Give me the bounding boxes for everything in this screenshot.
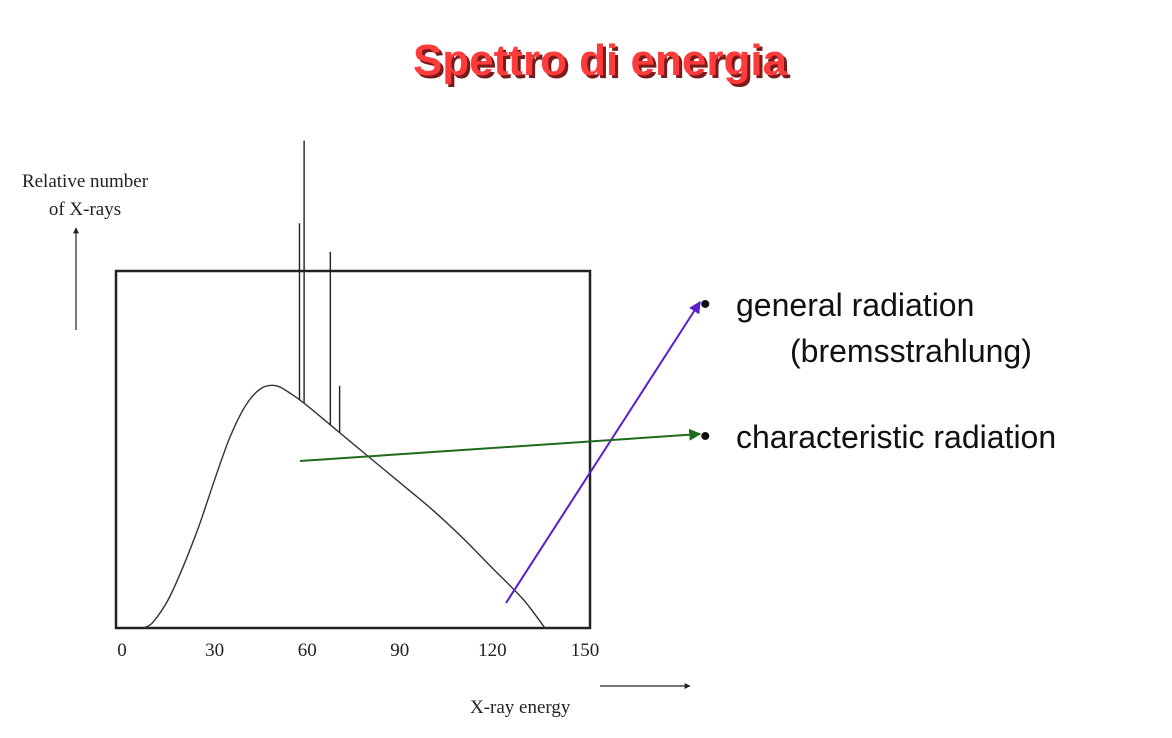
bullet-icon: • bbox=[700, 288, 711, 321]
x-tick-label: 60 bbox=[297, 640, 317, 661]
plot-frame bbox=[114, 269, 592, 630]
x-tick-label: 90 bbox=[390, 640, 410, 661]
bremsstrahlung-arrow bbox=[505, 300, 701, 604]
x-tick-label: 150 bbox=[570, 640, 600, 661]
bullet-icon: • bbox=[700, 420, 711, 453]
y-axis-label-line2: of X-rays bbox=[48, 199, 122, 220]
x-axis-label: X-ray energy bbox=[470, 697, 571, 718]
legend-characteristic-label: characteristic radiation bbox=[736, 419, 1057, 455]
legend-general-label: general radiation bbox=[736, 287, 975, 323]
x-tick-label: 0 bbox=[117, 640, 127, 661]
x-tick-label: 120 bbox=[478, 640, 507, 661]
legend-characteristic: • characteristic radiation bbox=[700, 414, 1057, 460]
y-axis-label: Relative number of X-rays bbox=[0, 168, 170, 224]
bremsstrahlung-curve bbox=[143, 384, 546, 629]
x-tick-label: 30 bbox=[205, 640, 225, 661]
y-axis-label-line1: Relative number bbox=[21, 171, 149, 192]
slide-title: Spettro di energia bbox=[412, 36, 788, 85]
characteristic-arrow bbox=[299, 428, 702, 462]
legend-general: • general radiation (bremsstrahlung) bbox=[700, 282, 1032, 374]
legend-general-sublabel: (bremsstrahlung) bbox=[790, 333, 1032, 369]
